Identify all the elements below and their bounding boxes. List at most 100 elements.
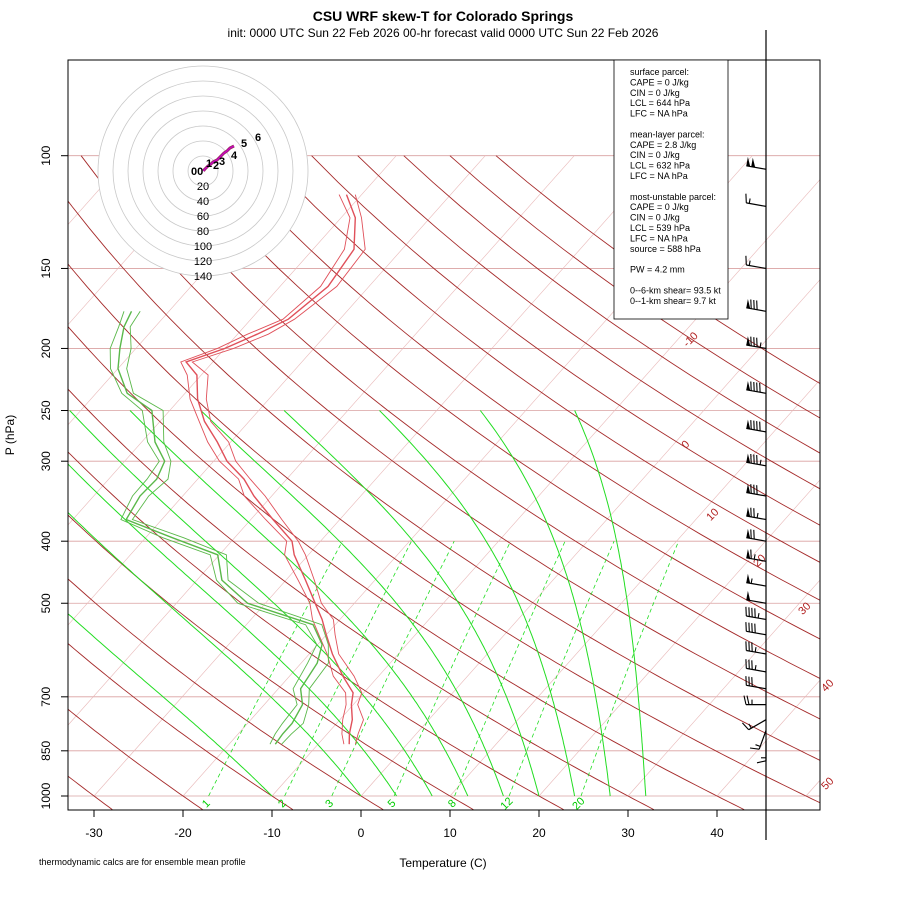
stats-line: LFC = NA hPa [630,233,688,243]
dry-adiabat [403,155,820,454]
dry-adiabat [68,451,564,810]
wind-barb-halfflag [754,665,757,671]
y-axis-label: P (hPa) [3,415,17,455]
temperature-profile [191,194,366,745]
wind-barb-halfflag [759,342,762,348]
dry-adiabat [311,155,820,526]
mixing-ratio-line [284,541,412,797]
hodograph-ring-label: 40 [197,196,209,208]
stats-lines: surface parcel: CAPE = 0 J/kg CIN = 0 J/kg… [630,67,721,306]
isotherm [538,479,820,797]
dry-adiabat [68,514,474,810]
wind-barb-halfflag [748,260,751,266]
wind-barb [746,156,767,170]
x-tick-label: 30 [621,826,635,840]
wind-barb [745,255,767,270]
hodograph-ring-label: 80 [197,226,209,238]
stats-line: surface parcel: [630,67,689,77]
x-tick-label: 20 [532,826,546,840]
wind-barb-halfflag [753,554,756,560]
wind-barb-pennant [746,549,751,559]
wind-barb [741,719,767,731]
wind-barb [746,336,767,350]
stats-line: CAPE = 2.8 J/kg [630,140,696,150]
wind-barb-halfflag [748,198,751,204]
wind-barbs [741,156,767,764]
wind-barb-pennant [751,157,756,168]
dewpoint-profile [109,311,318,745]
isotherm [716,679,820,797]
wind-barb-halfflag [754,647,757,653]
wind-barb [745,659,767,673]
stats-line: 0--1-km shear= 9.7 kt [630,296,716,306]
wind-barb [746,299,767,312]
wind-barb-staff [746,684,767,690]
mixing-ratio-label: 5 [386,797,399,810]
isotherm-label: 0 [679,438,692,451]
wind-barb [745,606,767,621]
wind-barb-staff [746,615,767,621]
wind-barb [746,419,767,433]
hodograph-ring [127,95,279,247]
mixing-ratio-label: 2 [276,797,289,810]
hodograph-height-label: 1 [206,158,212,170]
hodograph-ring-label: 100 [194,241,212,253]
moist-adiabat [69,410,433,797]
isotherm [68,155,486,626]
stats-line: CIN = 0 J/kg [630,88,680,98]
isotherm [68,155,130,226]
hodograph-height-label: 2 [213,160,219,172]
wind-barb [746,528,767,542]
x-tick-label: 10 [443,826,457,840]
wind-barb-staff [746,264,767,270]
stats-line: 0--6-km shear= 93.5 kt [630,285,721,295]
wind-barb [746,453,767,467]
y-tick-label: 250 [39,400,53,420]
x-tick-label: 40 [710,826,724,840]
hodograph-ring [97,65,309,277]
wind-barb-pennant [746,453,751,463]
y-tick-label: 1000 [39,782,53,809]
wind-barb [746,549,767,562]
moist-adiabat [574,410,647,797]
wind-barb-halfflag [755,744,761,747]
wind-barb-halfflag [759,459,762,465]
isotherm [93,155,664,797]
stats-box-frame [613,59,729,320]
hodograph-height-label: 5 [241,138,247,150]
isotherm [0,156,40,796]
isotherm-label: 50 [819,775,836,792]
mixing-ratio-label: 3 [323,797,336,810]
isotherm [627,579,820,797]
stats-line: CIN = 0 J/kg [630,150,680,160]
stats-line: PW = 4.2 mm [630,265,685,275]
hodograph-ring [112,80,294,262]
y-tick-label: 850 [39,740,53,760]
x-tick-label: -20 [174,826,192,840]
stats-line: LCL = 539 hPa [630,223,690,233]
wind-barb [745,622,767,636]
mixing-ratio-label: 8 [446,798,459,811]
mixing-ratio-line [508,541,615,797]
stats-line: CAPE = 0 J/kg [630,202,689,212]
wind-barb [746,483,767,497]
wind-barb [746,590,767,604]
dry-adiabat [126,155,820,680]
wind-barb-halfflag [748,723,752,729]
y-tick-label: 100 [39,145,53,165]
isotherm [449,379,820,797]
mixing-ratio-line [393,541,511,797]
wind-barb-halfflag [757,613,760,619]
dry-adiabat [68,200,820,761]
dry-adiabat [265,155,820,563]
dry-adiabat [357,155,820,490]
stats-line: LCL = 632 hPa [630,161,690,171]
y-tick-label: 700 [39,686,53,706]
x-tick-label: 0 [358,826,365,840]
moist-adiabat [283,410,540,797]
hodograph-height-label: 00 [191,166,203,178]
moist-adiabat [129,410,469,797]
stats-line: LFC = NA hPa [630,171,688,181]
stats-line: mean-layer parcel: [630,129,705,139]
